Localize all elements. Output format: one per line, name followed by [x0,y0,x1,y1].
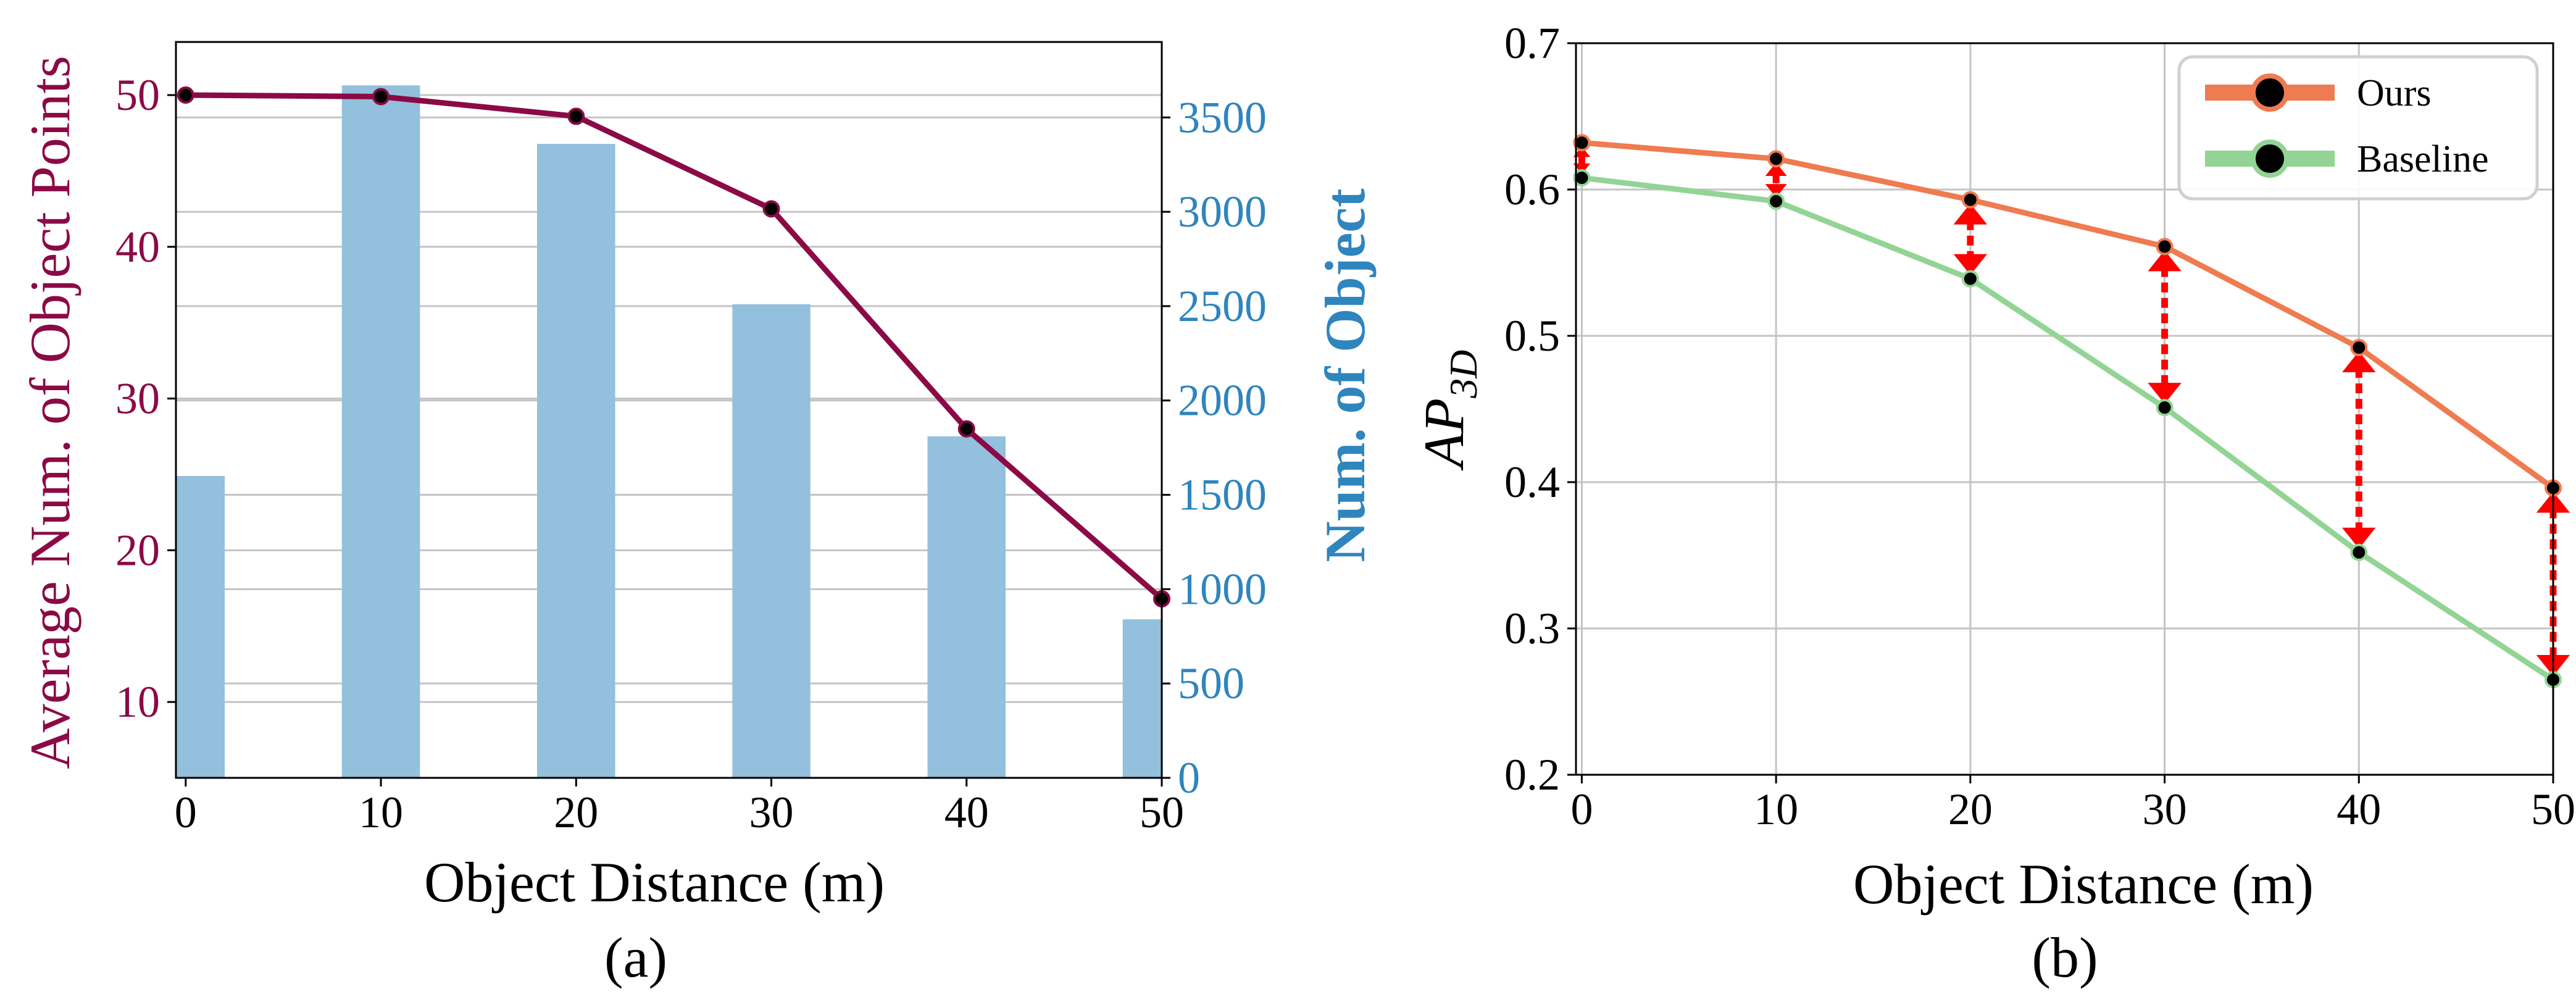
chart-b-plot-frame [1575,42,2554,776]
legend-marker-ours [2251,73,2289,112]
point-ours-2 [1961,191,1979,209]
point-ours-1 [1767,150,1785,168]
gap-arrow-head-up-1 [1765,162,1787,177]
y-tick-label-right-7: 3500 [1178,93,1267,142]
x-tick-label-4: 40 [2336,785,2381,834]
point-baseline-4 [2350,543,2368,561]
chart-a-x-ticks: 0 10 20 30 40 50 [175,778,1184,837]
y-tick-label-right-0: 0 [1178,753,1200,803]
chart-b-points [1573,134,2562,688]
x-tick-label-4: 40 [944,788,989,837]
y-tick-label-right-1: 500 [1178,659,1244,708]
y-tick-label-left-0: 10 [115,677,160,727]
legend-marker-baseline [2251,140,2289,178]
x-tick-label-1: 10 [1754,785,1798,834]
chart-b-x-axis-label: Object Distance (m) [1853,853,2314,916]
x-tick-label-5: 50 [2531,785,2575,834]
gap-arrow-4 [2342,351,2376,549]
gap-arrow-1 [1765,162,1787,198]
y-tick-label-right-5: 2500 [1178,282,1267,331]
legend-label-ours: Ours [2357,72,2432,114]
point-ours-3 [2156,238,2174,256]
y-tick-label-4: 0.6 [1504,165,1560,214]
legend-label-baseline: Baseline [2357,138,2489,180]
y-tick-label-2: 0.4 [1504,457,1560,507]
x-tick-label-0: 0 [1570,785,1593,834]
point-baseline-3 [2156,399,2174,417]
y-tick-label-left-1: 20 [115,525,160,575]
point-baseline-0 [1573,169,1591,187]
point-avg-2 [567,107,585,125]
chart-b-legend: Ours Baseline [2177,55,2539,201]
gap-arrow-head-down-2 [1953,254,1988,275]
y-tick-label-left-2: 30 [115,374,160,423]
x-tick-label-5: 50 [1140,788,1184,837]
y-tick-label-0: 0.2 [1504,750,1560,799]
chart-a-gridlines [176,94,1162,779]
chart-a-y-ticks-right: 0 500 1000 1500 2000 2500 3000 3500 [1162,93,1267,803]
y-tick-label-right-3: 1500 [1178,470,1267,520]
chart-b-y-axis-label-main: AP [1412,398,1475,471]
y-tick-label-5: 0.7 [1504,19,1560,68]
point-ours-0 [1573,134,1591,152]
gap-arrow-2 [1953,203,1988,275]
line-avg-points [185,92,1164,601]
series-line-baseline [1581,175,2555,682]
y-tick-label-3: 0.5 [1504,311,1560,361]
chart-a-x-axis-label: Object Distance (m) [424,851,885,914]
gap-arrow-head-up-0 [1573,146,1591,157]
gap-arrow-head-down-1 [1765,184,1787,198]
x-tick-label-2: 20 [554,788,598,837]
bar-1 [341,85,420,778]
bar-5 [1122,619,1162,778]
y-tick-label-left-4: 50 [115,70,160,120]
chart-b-ap3d: 0 10 20 30 40 50 0.2 0.3 0.4 0.5 0.6 0.7 Ours Base… [1412,19,2575,989]
chart-b-y-axis-label: AP3D [1412,350,1485,472]
chart-a-line [177,86,1170,607]
y-tick-label-right-6: 3000 [1178,187,1267,236]
gap-arrow-head-up-3 [2148,250,2182,272]
point-baseline-2 [1961,270,1979,288]
y-tick-label-1: 0.3 [1504,604,1560,653]
y-tick-label-left-3: 40 [115,222,160,272]
point-avg-3 [762,200,780,218]
point-avg-0 [177,86,194,104]
x-tick-label-0: 0 [175,788,197,837]
chart-a-y-axis-label-right: Num. of Object [1314,188,1377,562]
point-avg-1 [372,88,390,106]
chart-b-y-ticks: 0.2 0.3 0.4 0.5 0.6 0.7 [1504,19,1576,799]
x-tick-label-1: 10 [359,788,403,837]
x-tick-label-3: 30 [2143,785,2187,834]
gap-arrow-3 [2148,250,2182,404]
series-line-ours [1582,140,2555,491]
chart-b-x-ticks: 0 10 20 30 40 50 [1570,775,2575,834]
x-tick-label-2: 20 [1948,785,1993,834]
chart-b-caption: (b) [2032,926,2098,989]
x-tick-label-3: 30 [749,788,794,837]
bar-0 [176,475,225,778]
chart-b-series [1581,140,2555,682]
gap-arrow-head-down-3 [2148,383,2182,404]
chart-b-y-axis-label-sub: 3D [1441,350,1485,399]
gap-arrow-head-up-4 [2342,351,2376,372]
gap-arrow-head-up-2 [1953,203,1988,225]
bar-3 [732,304,811,778]
bar-2 [537,144,615,778]
point-avg-4 [957,420,975,438]
chart-a-caption: (a) [604,926,667,989]
point-baseline-1 [1767,192,1785,210]
chart-a-bars [176,85,1162,778]
point-ours-4 [2350,338,2368,356]
bar-4 [927,436,1006,778]
chart-a-y-ticks-left: 10 20 30 40 50 [115,70,176,727]
chart-a-y-axis-label-left: Average Num. of Object Points [19,56,81,769]
gap-arrow-head-down-0 [1573,163,1591,175]
gap-arrow-head-down-4 [2342,527,2376,549]
y-tick-label-right-2: 1000 [1178,564,1267,614]
y-tick-label-right-4: 2000 [1178,376,1267,425]
chart-a-plot-frame [175,41,1163,779]
gap-arrow-0 [1573,146,1591,175]
